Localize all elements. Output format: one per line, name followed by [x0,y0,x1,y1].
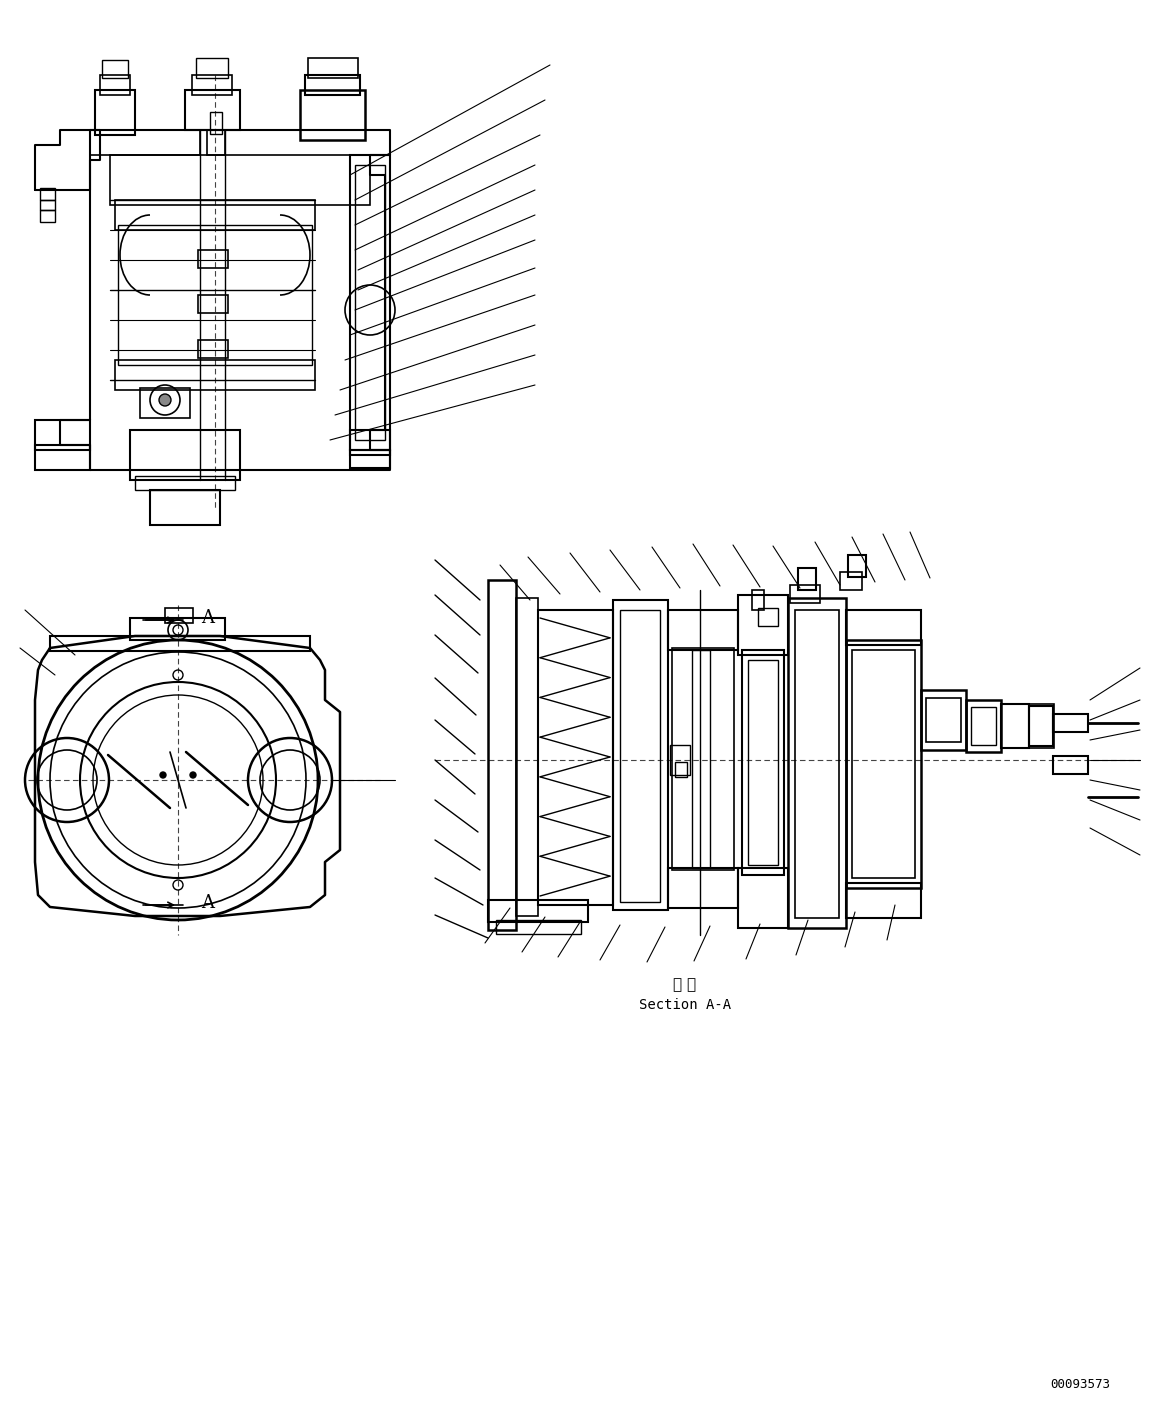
Bar [846,640,921,888]
Bar [620,610,659,902]
Bar [207,130,224,154]
Bar [926,698,961,742]
Circle shape [159,394,171,406]
Bar [350,430,390,455]
Bar [35,421,90,450]
Bar [789,598,846,927]
Bar [966,700,1001,752]
Bar [211,112,222,135]
Text: 断 面: 断 面 [673,977,697,993]
Bar [852,650,915,878]
Bar [117,225,312,365]
Bar [350,154,390,450]
Bar [752,590,764,610]
Bar [1029,707,1053,746]
Bar [185,91,240,130]
Circle shape [160,772,166,777]
Bar [739,595,789,656]
Bar [135,476,235,490]
Bar [613,600,668,910]
Bar [350,450,390,469]
Bar [840,572,862,590]
Bar [495,920,582,935]
Bar [488,901,588,922]
Bar [921,690,966,750]
Bar [40,200,55,210]
Text: A: A [201,893,214,912]
Bar [40,210,55,222]
Bar [798,568,816,590]
Bar [130,617,224,640]
Bar [692,650,709,868]
Bar [790,585,820,603]
Bar [198,295,228,313]
Bar [846,884,921,918]
Bar [758,607,778,626]
Bar [35,445,90,470]
Circle shape [190,772,197,777]
Text: A: A [201,609,214,627]
Text: 00093573: 00093573 [1050,1379,1110,1392]
Bar [150,490,220,525]
Bar [488,581,516,930]
Bar [668,868,739,908]
Text: Section A-A: Section A-A [638,998,732,1012]
Bar [1001,704,1054,748]
Bar [115,360,315,389]
Bar [110,154,370,205]
Bar [192,75,231,95]
Bar [305,75,361,95]
Bar [739,868,789,927]
Bar [197,58,228,78]
Bar [846,610,921,646]
Bar [90,130,200,154]
Bar [115,200,315,229]
Bar [668,610,739,650]
Bar [165,607,193,623]
Bar [795,610,839,918]
Bar [308,58,358,78]
Bar [198,340,228,358]
Bar [50,636,311,651]
Bar [40,188,55,200]
Bar [538,610,613,905]
Bar [675,762,687,777]
Bar [670,745,690,775]
Bar [140,388,190,418]
Bar [1053,714,1089,732]
Bar [95,91,135,135]
Bar [1001,704,1029,748]
Bar [300,91,365,140]
Bar [742,650,784,875]
Bar [102,59,128,78]
Bar [672,649,734,869]
Bar [198,251,228,268]
Bar [516,598,538,916]
Bar [100,75,130,95]
Bar [355,166,385,440]
Bar [748,660,778,865]
Bar [971,707,996,745]
Bar [130,430,240,480]
Bar [848,555,866,576]
Bar [1053,756,1089,775]
